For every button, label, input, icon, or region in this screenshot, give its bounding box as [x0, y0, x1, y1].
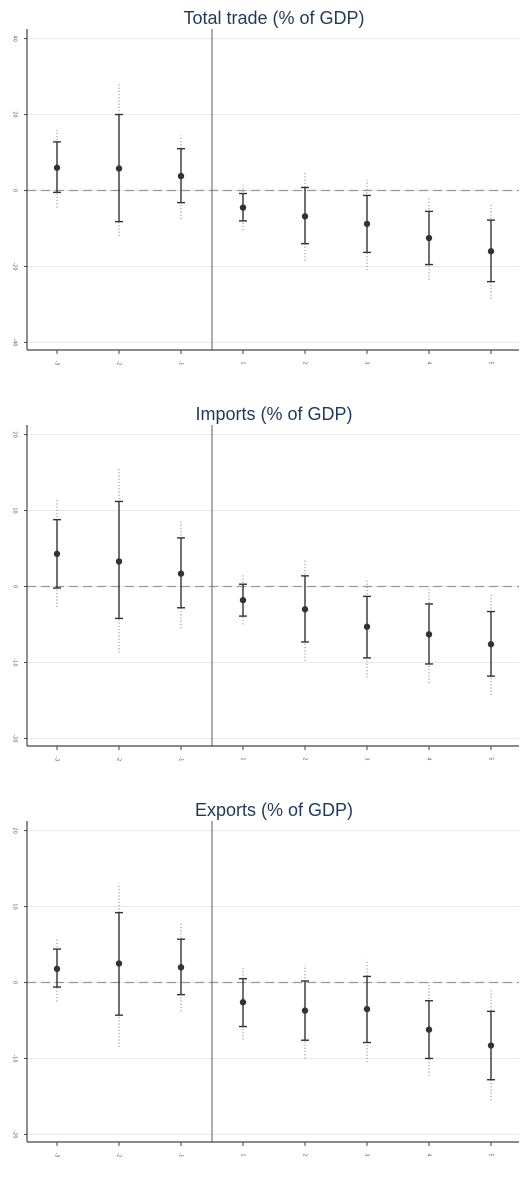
estimate-point — [53, 965, 61, 973]
y-tick-label: 20 — [12, 431, 18, 437]
estimate-point — [53, 550, 61, 558]
x-tick-label: -3 — [54, 361, 60, 366]
x-tick-label: -1 — [178, 361, 184, 366]
chart-title: Imports (% of GDP) — [195, 404, 352, 424]
chart-panel-total-trade: Total trade (% of GDP) 40 20 0 -20 -40 -3 -2 -1… — [0, 0, 520, 396]
estimate-point — [425, 631, 433, 638]
x-tick-label: 3 — [364, 757, 370, 760]
estimate-point — [301, 1007, 309, 1014]
estimate-point — [115, 960, 123, 967]
chart-imports: Imports (% of GDP) 20 10 0 -10 -20 -3 -2 -1 1 2 3 4… — [12, 404, 519, 762]
estimate-point — [487, 641, 495, 648]
y-tick-label: -10 — [12, 658, 18, 666]
chart-panel-imports: Imports (% of GDP) 20 10 0 -10 -20 -3 -2 -1 1 2 3 4… — [0, 396, 520, 792]
x-tick-label: 5 — [488, 1153, 494, 1156]
y-tick-label: -20 — [12, 1130, 18, 1138]
estimate-point — [239, 999, 247, 1006]
estimate-point — [301, 606, 309, 613]
x-tick-label: 2 — [302, 1153, 308, 1156]
estimate-point — [487, 248, 495, 255]
x-tick-label: 4 — [426, 361, 432, 364]
estimate-point — [487, 1042, 495, 1049]
estimate-point — [177, 172, 185, 180]
x-tick-label: -1 — [178, 1153, 184, 1158]
chart-exports: Exports (% of GDP) 20 10 0 -10 -20 -3 -2 -1 1 2 3 4… — [12, 800, 519, 1158]
estimate-point — [53, 164, 61, 171]
x-tick-label: 2 — [302, 757, 308, 760]
x-tick-label: 5 — [488, 361, 494, 364]
x-tick-label: 4 — [426, 757, 432, 760]
estimate-point — [239, 596, 247, 604]
x-tick-label: -2 — [116, 361, 122, 366]
y-tick-label: 0 — [12, 189, 18, 192]
estimate-point — [239, 204, 247, 211]
x-tick-label: -3 — [54, 757, 60, 762]
chart-title: Total trade (% of GDP) — [183, 8, 364, 28]
x-tick-label: -2 — [116, 757, 122, 762]
x-tick-label: 4 — [426, 1153, 432, 1156]
y-tick-label: 20 — [12, 827, 18, 833]
y-tick-label: 10 — [12, 507, 18, 513]
chart-title: Exports (% of GDP) — [195, 800, 353, 820]
x-tick-label: 1 — [240, 1153, 246, 1156]
estimate-point — [363, 220, 371, 228]
estimate-point — [177, 570, 185, 577]
estimate-point — [363, 1005, 371, 1013]
estimate-point — [363, 623, 371, 630]
estimate-point — [301, 213, 309, 220]
x-tick-label: 2 — [302, 361, 308, 364]
x-tick-label: 3 — [364, 1153, 370, 1156]
y-tick-label: -10 — [12, 1054, 18, 1062]
estimate-point — [425, 1026, 433, 1033]
estimate-point — [425, 234, 433, 242]
estimate-point — [177, 964, 185, 971]
x-tick-label: -3 — [54, 1153, 60, 1158]
y-tick-label: -40 — [12, 338, 18, 346]
x-tick-label: -1 — [178, 757, 184, 762]
chart-total-trade: Total trade (% of GDP) 40 20 0 -20 -40 -3 -2 -1… — [12, 8, 519, 366]
x-tick-label: 1 — [240, 757, 246, 760]
x-tick-label: 5 — [488, 757, 494, 760]
y-tick-label: -20 — [12, 734, 18, 742]
y-tick-label: 0 — [12, 981, 18, 984]
y-tick-label: 10 — [12, 903, 18, 909]
x-tick-label: 3 — [364, 361, 370, 364]
y-tick-label: 20 — [12, 111, 18, 117]
y-tick-label: 40 — [12, 35, 18, 41]
chart-panel-exports: Exports (% of GDP) 20 10 0 -10 -20 -3 -2 -1 1 2 3 4… — [0, 792, 520, 1188]
y-tick-label: -20 — [12, 262, 18, 270]
x-tick-label: 1 — [240, 361, 246, 364]
x-tick-label: -2 — [116, 1153, 122, 1158]
estimate-point — [115, 165, 123, 172]
y-tick-label: 0 — [12, 585, 18, 588]
estimate-point — [115, 558, 123, 565]
